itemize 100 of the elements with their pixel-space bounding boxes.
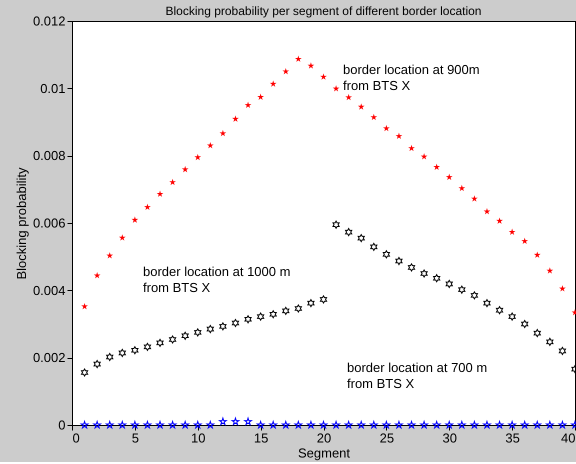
point (294, 304, 302, 313)
point (81, 368, 88, 377)
x-tick-label: 20 (316, 430, 332, 446)
point (445, 420, 454, 428)
point (106, 420, 114, 428)
point (420, 153, 428, 160)
point (168, 420, 176, 428)
annotation: border location at 900m from BTS X (343, 62, 480, 93)
point (534, 251, 541, 258)
y-tick-label: 0.004 (32, 282, 66, 298)
point (470, 291, 478, 300)
point (546, 338, 554, 346)
point (345, 228, 352, 236)
point (93, 420, 102, 428)
chart-title: Blocking probability per segment of different border location (166, 4, 482, 18)
point (496, 420, 504, 428)
x-axis-title: Segment (298, 446, 350, 460)
point (483, 420, 491, 428)
point (370, 242, 378, 251)
point (496, 306, 504, 314)
point (382, 250, 390, 258)
y-tick-label: 0.012 (32, 14, 66, 28)
point (521, 320, 528, 328)
point (358, 234, 365, 242)
point (446, 280, 453, 288)
point (220, 130, 226, 136)
annotation: border location at 1000 m from BTS X (143, 264, 290, 295)
y-tick-label: 0.008 (32, 148, 66, 164)
point (182, 166, 189, 172)
point (282, 420, 290, 428)
y-axis-title: Blocking probability (14, 167, 29, 280)
point (508, 228, 516, 235)
point (508, 420, 516, 428)
point (118, 234, 126, 241)
point (408, 263, 416, 272)
point (344, 420, 353, 428)
point (307, 420, 315, 428)
point (358, 103, 365, 110)
point (118, 420, 126, 428)
point (156, 338, 164, 347)
point (294, 56, 302, 62)
point (484, 208, 490, 214)
point (332, 85, 340, 92)
point (446, 174, 453, 180)
point (559, 285, 566, 292)
y-tick-label: 0 (58, 418, 66, 432)
point (420, 420, 428, 428)
point (80, 420, 88, 428)
point (357, 420, 366, 428)
point (144, 420, 152, 428)
point (282, 68, 290, 74)
point (244, 418, 252, 425)
point (94, 272, 101, 278)
point (408, 144, 415, 152)
point (206, 420, 214, 428)
point (244, 315, 252, 324)
point (520, 420, 529, 428)
point (144, 204, 151, 210)
point (370, 420, 378, 428)
point (181, 420, 190, 428)
point (282, 306, 290, 315)
point (81, 302, 88, 310)
point (320, 73, 327, 80)
point (257, 312, 264, 321)
point (558, 346, 566, 355)
point (269, 420, 278, 428)
point (219, 322, 226, 330)
point (432, 420, 441, 428)
x-tick-label: 40 (561, 430, 576, 446)
point (194, 328, 202, 336)
x-tick-label: 10 (191, 430, 206, 446)
point (132, 216, 138, 223)
point (534, 329, 541, 338)
point (396, 132, 402, 140)
point (206, 325, 214, 334)
x-tick-label: 25 (380, 430, 394, 446)
point (458, 286, 466, 294)
y-tick-label: 0.002 (32, 350, 66, 366)
point (94, 360, 101, 368)
point (471, 195, 478, 202)
point (182, 332, 189, 340)
point (408, 420, 416, 428)
point (395, 420, 403, 428)
point (270, 80, 277, 87)
point (395, 257, 403, 266)
point (131, 346, 138, 354)
point (320, 420, 328, 428)
point (106, 352, 114, 362)
point (458, 184, 466, 192)
point (270, 310, 277, 318)
point (106, 252, 114, 259)
point (382, 420, 390, 428)
point (256, 420, 264, 428)
point (257, 94, 264, 100)
point (433, 164, 440, 170)
point (483, 299, 491, 308)
point (370, 114, 378, 120)
point (194, 154, 202, 160)
point (206, 142, 214, 148)
x-tick-label: 5 (132, 430, 139, 446)
